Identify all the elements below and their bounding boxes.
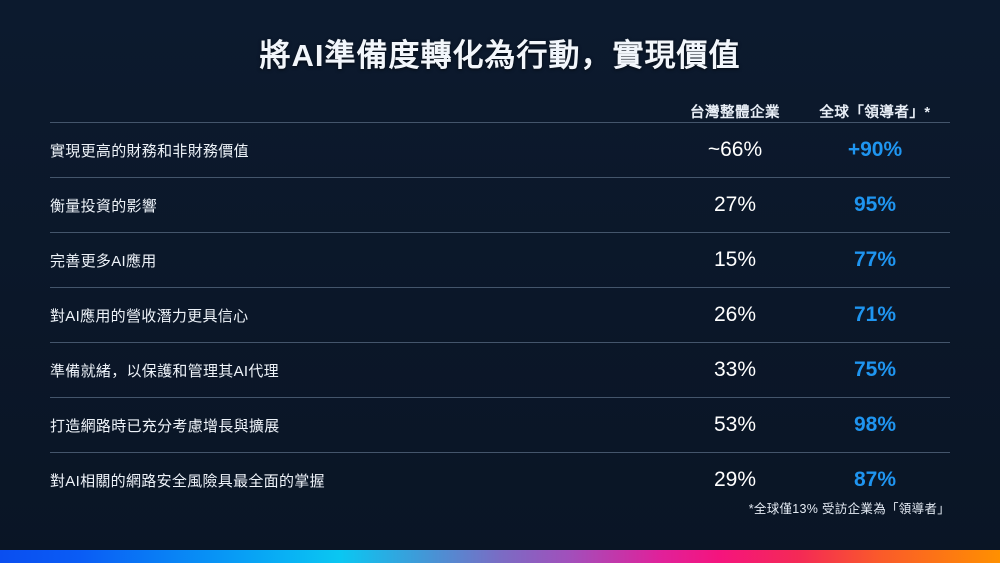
row-value-local: 27% [713,193,757,216]
bottom-gradient-bar [0,550,1000,563]
page-title: 將AI準備度轉化為行動，實現價值 [259,38,741,73]
row-value-local: 26% [713,303,757,326]
row-value-global: 98% [853,413,897,436]
comparison-table: 台灣整體企業 全球「領導者」* 實現更高的財務和非財務價值 ~66% +90% … [50,92,950,507]
table-row: 衡量投資的影響 27% 95% [50,177,950,232]
footnote: *全球僅13% 受訪企業為「領導者」 [748,502,950,516]
row-label: 實現更高的財務和非財務價值 [50,142,249,160]
row-value-global: 75% [853,358,897,381]
table-row: 對AI應用的營收潛力更具信心 26% 71% [50,287,950,342]
row-label: 對AI應用的營收潛力更具信心 [50,307,249,325]
row-value-local: 29% [713,468,757,491]
row-value-local: 53% [713,413,757,436]
row-value-global: 71% [853,303,897,326]
table-row: 實現更高的財務和非財務價值 ~66% +90% [50,122,950,177]
row-label: 衡量投資的影響 [50,197,158,215]
column-header-local: 台灣整體企業 [690,105,780,121]
row-value-local: ~66% [707,138,763,161]
table-header-row: 台灣整體企業 全球「領導者」* [50,92,950,122]
row-value-global: 77% [853,248,897,271]
row-value-global: +90% [847,138,903,161]
table-row: 完善更多AI應用 15% 77% [50,232,950,287]
row-value-global: 95% [853,193,897,216]
row-value-local: 15% [713,248,757,271]
table-row: 準備就緒，以保護和管理其AI代理 33% 75% [50,342,950,397]
row-label: 打造網路時已充分考慮增長與擴展 [50,417,280,435]
row-value-global: 87% [853,468,897,491]
row-label: 準備就緒，以保護和管理其AI代理 [50,362,279,380]
table-row: 打造網路時已充分考慮增長與擴展 53% 98% [50,397,950,452]
column-header-global: 全球「領導者」* [819,105,931,121]
row-label: 對AI相關的網路安全風險具最全面的掌握 [50,472,325,490]
row-value-local: 33% [713,358,757,381]
table-row: 對AI相關的網路安全風險具最全面的掌握 29% 87% [50,452,950,507]
row-label: 完善更多AI應用 [50,252,157,270]
